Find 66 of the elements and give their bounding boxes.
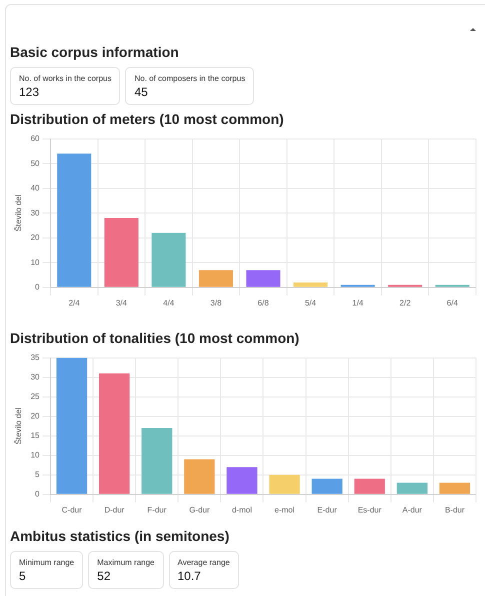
x-tick-label: 6/8 xyxy=(258,298,270,308)
bar xyxy=(104,218,138,287)
y-tick-label: 60 xyxy=(30,134,40,144)
bar xyxy=(269,474,300,494)
text: 5 xyxy=(19,569,27,583)
text: Ambitus statistics (in semitones) xyxy=(10,528,230,544)
bar xyxy=(246,270,280,287)
text: 10.7 xyxy=(178,569,202,583)
y-tick-label: 10 xyxy=(30,258,40,267)
y-tick-label: 20 xyxy=(30,412,40,421)
bar xyxy=(56,358,88,494)
y-tick-label: 50 xyxy=(30,158,40,168)
x-tick-label: D-dur xyxy=(104,505,125,514)
bar xyxy=(226,467,258,494)
y-tick-label: 25 xyxy=(30,392,40,402)
x-tick-label: 1/4 xyxy=(352,298,364,308)
text: Average range xyxy=(178,558,230,567)
text: Minimum range xyxy=(19,558,74,567)
y-tick-label: 20 xyxy=(30,233,40,242)
x-tick-label: 6/4 xyxy=(446,298,458,308)
x-tick-label: 4/4 xyxy=(163,298,175,308)
x-tick-label: 2/2 xyxy=(400,298,412,308)
x-tick-label: e-mol xyxy=(274,505,295,514)
bar xyxy=(57,154,92,287)
y-tick-label: 5 xyxy=(35,470,40,480)
x-tick-label: B-dur xyxy=(444,505,465,514)
bar xyxy=(184,459,215,494)
x-tick-label: 3/8 xyxy=(210,298,222,308)
x-tick-label: E-dur xyxy=(317,505,338,514)
y-axis-title: Število del xyxy=(14,194,24,232)
x-tick-label: Es-dur xyxy=(358,505,382,514)
x-tick-label: F-dur xyxy=(147,505,167,514)
bar xyxy=(198,270,233,287)
chart-title: Distribution of meters (10 most common) xyxy=(10,111,285,127)
text: 45 xyxy=(134,85,149,99)
text: Basic corpus information xyxy=(10,44,180,60)
text: 123 xyxy=(19,85,40,99)
text: 52 xyxy=(97,569,112,583)
x-tick-label: A-dur xyxy=(402,505,422,514)
bar xyxy=(99,373,130,494)
x-tick-label: 5/4 xyxy=(304,298,317,308)
bar xyxy=(396,482,428,494)
y-tick-label: 30 xyxy=(30,208,40,218)
y-tick-label: 30 xyxy=(30,372,40,382)
x-tick-label: 2/4 xyxy=(68,298,80,308)
chart-title: Distribution of tonalities (10 most common) xyxy=(10,330,300,346)
y-axis-title: Število del xyxy=(14,407,24,445)
text: Maximum range xyxy=(97,558,154,567)
bar xyxy=(294,282,328,287)
y-tick-label: 0 xyxy=(35,490,40,499)
bar xyxy=(312,478,342,494)
y-tick-label: 40 xyxy=(30,184,40,193)
bar xyxy=(152,232,186,287)
x-tick-label: C-dur xyxy=(62,505,82,514)
text: No. of works in the corpus xyxy=(19,74,112,83)
bar xyxy=(354,478,385,494)
y-tick-label: 0 xyxy=(35,282,40,292)
x-tick-label: G-dur xyxy=(189,505,210,514)
y-tick-label: 35 xyxy=(30,353,40,362)
x-tick-label: 3/4 xyxy=(116,298,128,308)
y-tick-label: 10 xyxy=(30,450,40,460)
bar xyxy=(142,428,172,494)
bar xyxy=(439,482,470,494)
x-tick-label: d-mol xyxy=(232,505,252,514)
text: No. of composers in the corpus xyxy=(134,74,246,83)
y-tick-label: 15 xyxy=(30,431,40,440)
